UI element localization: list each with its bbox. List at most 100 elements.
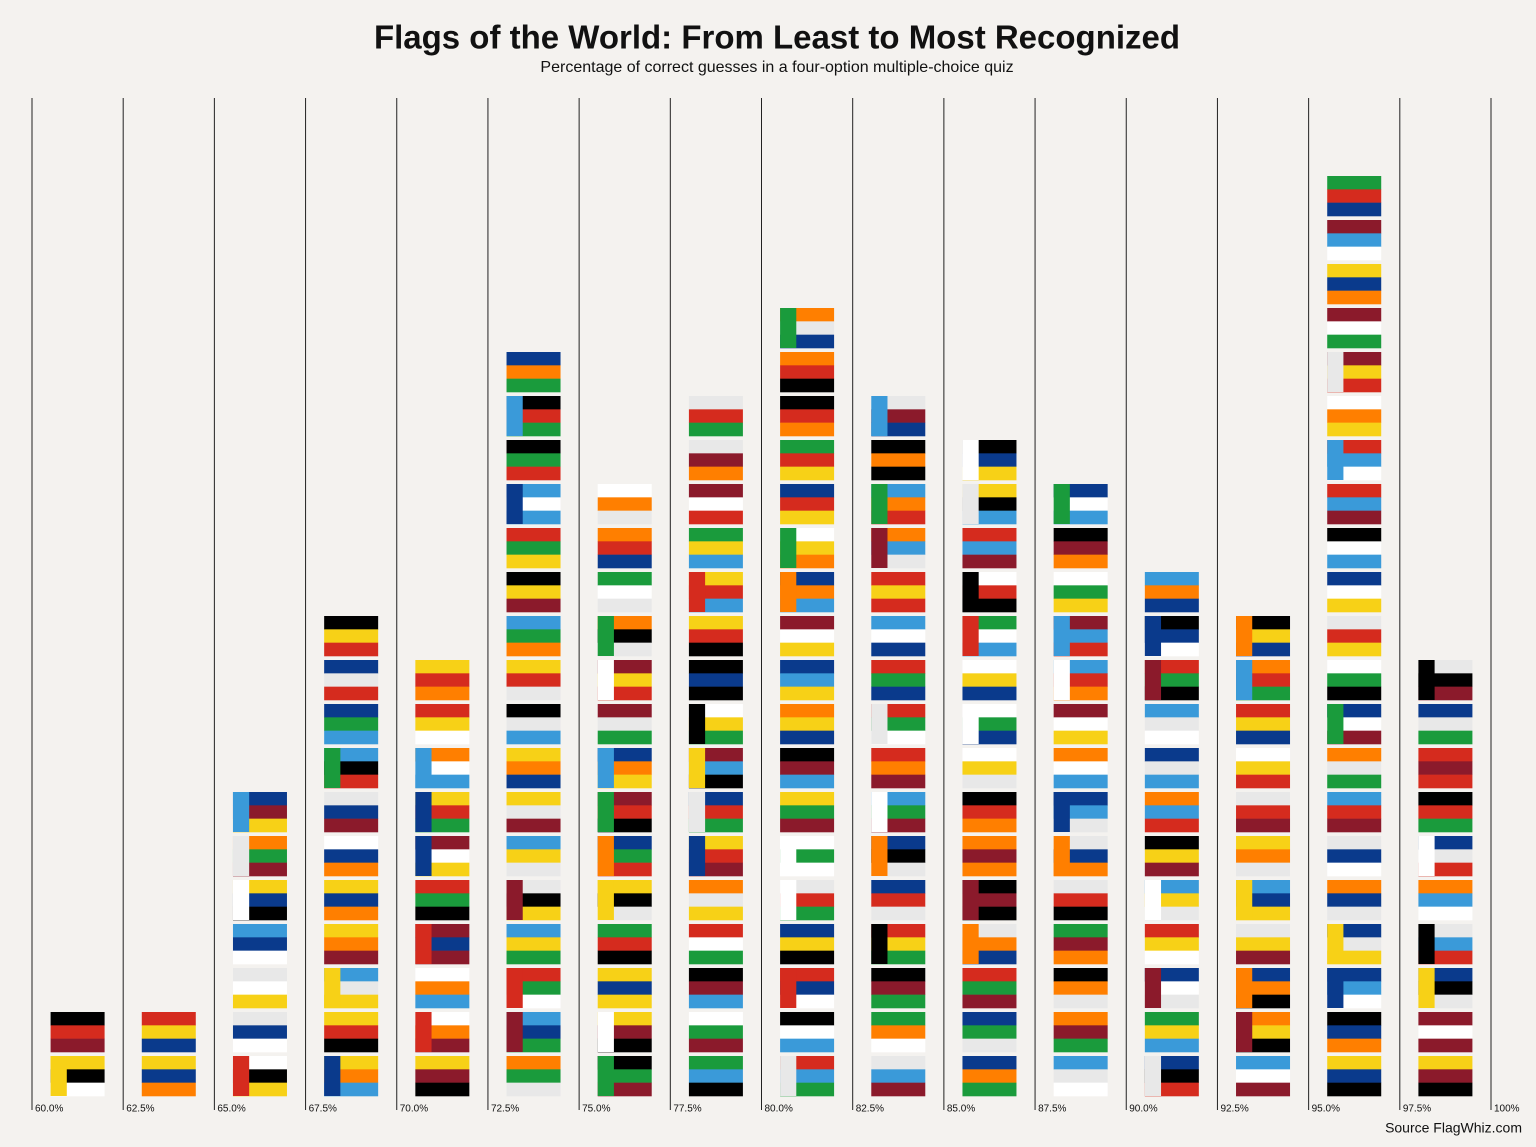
flag-stripe <box>871 968 926 982</box>
flag-stripe <box>506 352 561 366</box>
flag-stripe <box>962 748 1017 762</box>
flag-stripe <box>1327 1056 1382 1070</box>
flag-stripe <box>780 761 835 775</box>
flag-stripe <box>780 422 835 437</box>
flag-stripe <box>780 950 835 965</box>
flag-stripe <box>871 880 926 894</box>
flag-hoist <box>871 792 888 832</box>
flag-hoist <box>1144 660 1162 700</box>
flag <box>780 880 835 921</box>
flag-stripe <box>1144 1025 1199 1039</box>
flag-stripe <box>1144 805 1199 819</box>
flag-stripe <box>688 497 743 511</box>
flag <box>962 748 1017 789</box>
flag-stripe <box>506 774 561 789</box>
flag <box>324 704 379 745</box>
flag-stripe <box>324 704 379 718</box>
flag <box>688 704 743 745</box>
flag-stripe <box>871 598 926 613</box>
flag-stripe <box>506 862 561 877</box>
flag-stripe <box>1327 805 1382 819</box>
flag <box>1053 704 1108 745</box>
flag-stripe <box>1327 233 1382 247</box>
flag-stripe <box>962 981 1017 995</box>
flag-stripe <box>324 1012 379 1026</box>
flag-stripe <box>597 981 652 995</box>
flag <box>962 1056 1017 1097</box>
flag-stripe <box>688 642 743 657</box>
flag-stripe <box>1053 1082 1108 1097</box>
flag-stripe <box>780 642 835 657</box>
flag-stripe <box>1144 774 1199 789</box>
flag <box>1144 880 1199 921</box>
flag-stripe <box>780 453 835 467</box>
flag-stripe <box>1053 761 1108 775</box>
flag-stripe <box>871 1025 926 1039</box>
flag-hoist <box>324 968 341 1008</box>
flag <box>597 1056 652 1097</box>
flag <box>688 1056 743 1097</box>
x-tick-label: 60.0% <box>35 1104 63 1115</box>
flag-stripe <box>1327 422 1382 437</box>
flag-stripe <box>597 968 652 982</box>
flag-hoist <box>962 924 979 964</box>
flag <box>962 484 1017 525</box>
flag-stripe <box>688 968 743 982</box>
x-tick-label: 85.0% <box>947 1104 975 1115</box>
flag <box>780 616 835 657</box>
flag <box>1327 660 1382 701</box>
flag-stripe <box>1144 818 1199 833</box>
flag <box>597 880 652 921</box>
flag-stripe <box>1053 585 1108 599</box>
flag <box>1418 968 1473 1009</box>
flag <box>506 572 561 613</box>
flag-hoist <box>415 836 432 876</box>
flag-stripe <box>688 466 743 481</box>
flag <box>324 880 379 921</box>
flag-hoist <box>780 836 797 876</box>
flag <box>415 1012 470 1053</box>
flag-stripe <box>415 981 470 995</box>
flag <box>780 660 835 701</box>
flag-stripe <box>780 484 835 498</box>
flag-stripe <box>1053 994 1108 1009</box>
flag-stripe <box>871 686 926 701</box>
flag-stripe <box>415 730 470 745</box>
flag <box>506 880 561 921</box>
flag-stripe <box>871 616 926 630</box>
flag-stripe <box>1327 818 1382 833</box>
flag-stripe <box>324 805 379 819</box>
flag-hoist <box>1236 660 1253 700</box>
flag <box>1236 924 1291 965</box>
flag-hoist <box>1053 484 1070 524</box>
flag-stripe <box>415 660 470 674</box>
flag-stripe <box>1327 906 1382 921</box>
flag-stripe <box>871 453 926 467</box>
bar <box>1053 484 1108 1097</box>
x-tick-label: 77.5% <box>673 1104 701 1115</box>
flag-stripe <box>1327 1069 1382 1083</box>
flag <box>871 836 926 877</box>
flag-stripe <box>324 717 379 731</box>
flag-stripe <box>780 748 835 762</box>
flag-stripe <box>597 572 652 586</box>
flag-stripe <box>1144 572 1199 586</box>
flag-stripe <box>1327 792 1382 806</box>
flag <box>871 484 926 525</box>
flag-stripe <box>506 761 561 775</box>
flag <box>780 924 835 965</box>
flag-stripe <box>1327 290 1382 305</box>
x-tick-label: 62.5% <box>126 1104 154 1115</box>
flag-stripe <box>1236 1082 1291 1097</box>
flag-stripe <box>1144 836 1199 850</box>
flag <box>597 484 652 525</box>
flag-stripe <box>688 906 743 921</box>
flag <box>50 1012 105 1053</box>
flag <box>1236 748 1291 789</box>
flag-stripe <box>232 937 287 951</box>
flag-stripe <box>1053 924 1108 938</box>
flag-stripe <box>871 629 926 643</box>
flag <box>506 528 561 569</box>
flag-stripe <box>1053 906 1108 921</box>
bar <box>324 616 379 1097</box>
